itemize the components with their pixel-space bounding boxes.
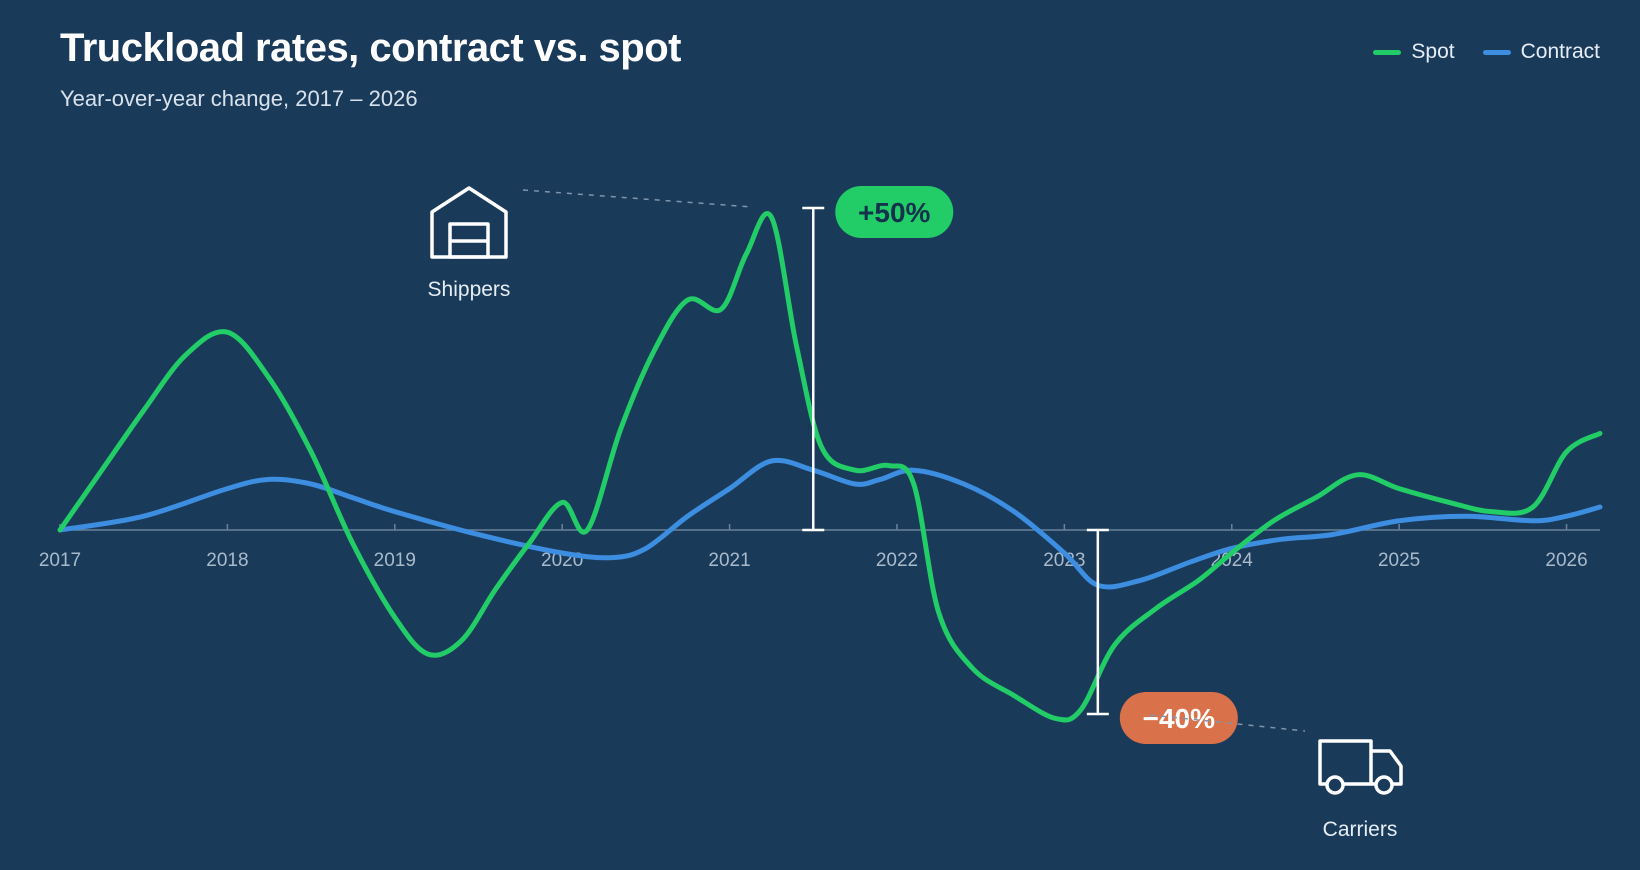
- x-tick-label: 2021: [708, 550, 750, 571]
- range-badge: [835, 186, 954, 238]
- annotation-group: +50% −40%: [802, 186, 1238, 744]
- x-tick-label: 2018: [206, 550, 248, 571]
- range-badge-label: −40%: [1143, 703, 1215, 734]
- x-tick-label: 2022: [876, 550, 918, 571]
- x-tick-label: 2017: [39, 550, 81, 571]
- legend-item-spot: Spot: [1373, 40, 1455, 64]
- x-tick-label: 2026: [1545, 550, 1587, 571]
- x-tick-label: 2019: [374, 550, 416, 571]
- x-tick-label: 2025: [1378, 550, 1420, 571]
- chart-title: Truckload rates, contract vs. spot: [60, 26, 682, 70]
- legend-item-contract: Contract: [1482, 40, 1600, 64]
- carriers-label: Carriers: [1323, 818, 1398, 841]
- range-badge-label: +50%: [858, 197, 930, 228]
- legend-swatch-spot: [1373, 49, 1402, 55]
- chart-legend: Spot Contract: [1373, 40, 1600, 64]
- warehouse-icon: [430, 186, 508, 259]
- legend-swatch-contract: [1482, 49, 1511, 55]
- truck-icon: [1318, 739, 1403, 795]
- chart-subtitle: Year-over-year change, 2017 – 2026: [60, 86, 418, 111]
- range-badge: [1119, 692, 1238, 744]
- series-line-spot: [57, 211, 1603, 723]
- x-axis: 2017 2018 2019 2020 2021 2022 2023 2024 2025 2026: [39, 524, 1600, 571]
- legend-label-contract: Contract: [1520, 40, 1600, 63]
- series-group: [57, 211, 1603, 723]
- carriers-leader-line: [1149, 714, 1306, 732]
- shippers-leader-line: [522, 189, 753, 208]
- legend-label-spot: Spot: [1411, 40, 1455, 63]
- shippers-label: Shippers: [428, 278, 511, 301]
- x-tick-label: 2024: [1211, 550, 1254, 571]
- series-line-contract: [57, 457, 1603, 590]
